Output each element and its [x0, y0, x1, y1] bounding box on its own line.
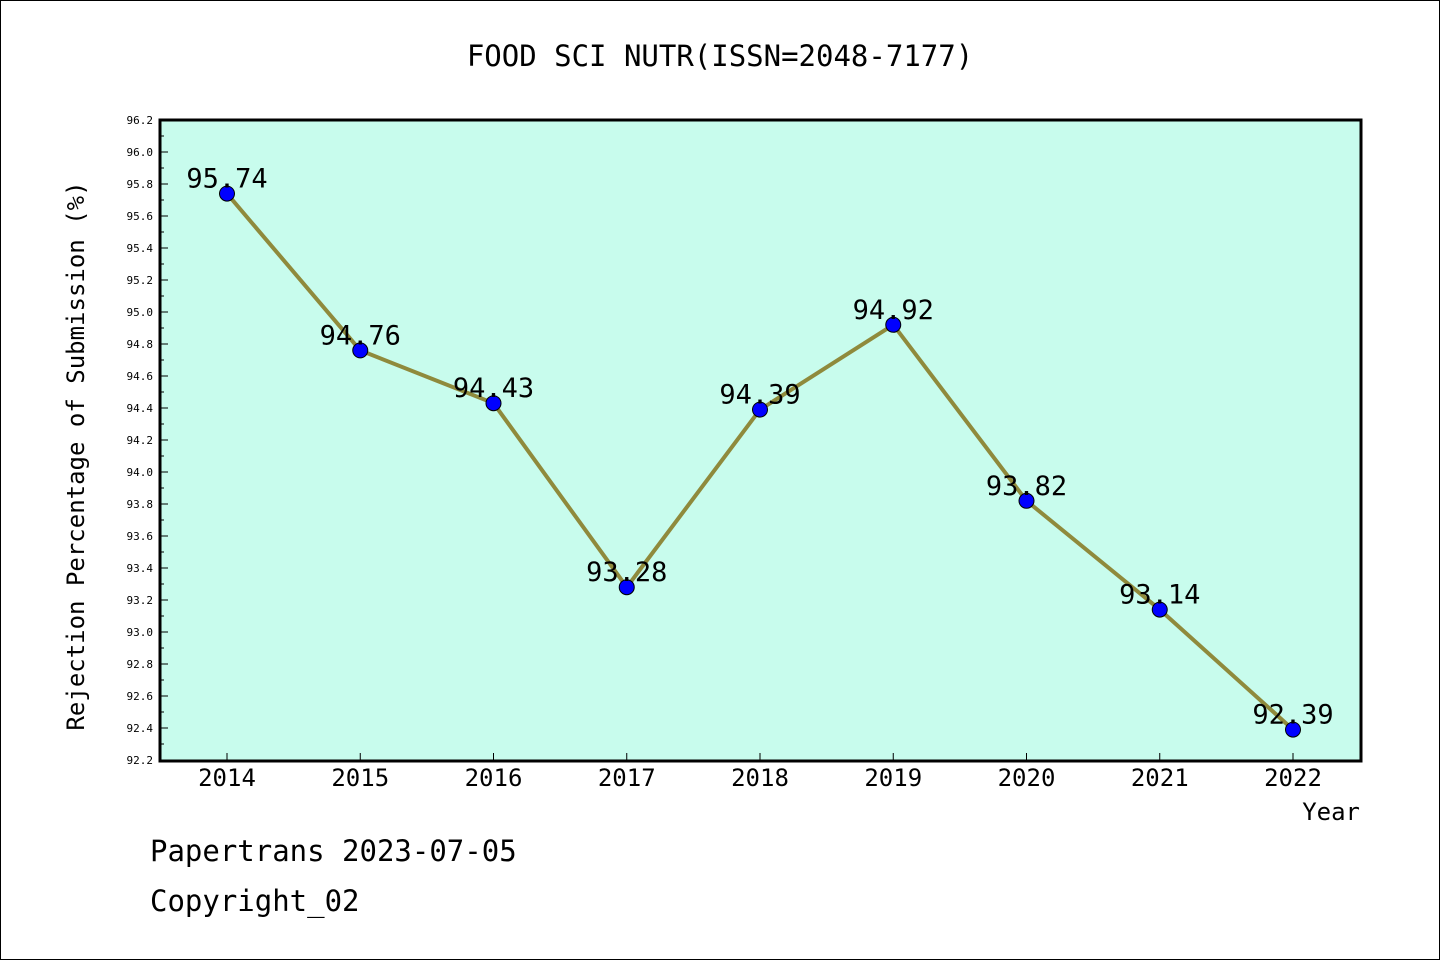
data-labels: 95.74 94.76 94.43 93.28 94.39 94.92 93.82 93.14…: [186, 164, 1333, 731]
y-tick-label: 93.2: [127, 594, 154, 607]
y-tick-label: 94.6: [127, 370, 154, 383]
y-tick-label: 94.2: [127, 434, 154, 447]
series: [219, 185, 1301, 738]
y-tick-label: 95.6: [127, 210, 154, 223]
x-axis: 2014 2015 2016 2017 2018 2019 2020 2021 2022: [198, 753, 1322, 792]
data-label: 94.76: [320, 320, 401, 351]
data-point: [885, 316, 902, 333]
y-tick-label: 95.4: [127, 242, 154, 255]
y-tick-label: 93.6: [127, 530, 154, 543]
data-label: 92.39: [1252, 700, 1333, 731]
data-label: 94.43: [453, 373, 534, 404]
data-label: 93.28: [586, 557, 667, 588]
data-point: [219, 185, 235, 202]
y-tick-label: 95.8: [127, 178, 154, 191]
y-tick-label: 95.0: [127, 306, 154, 319]
data-label: 93.82: [986, 471, 1067, 502]
y-tick-label: 96.2: [127, 114, 154, 127]
x-tick-label: 2019: [864, 764, 922, 792]
x-tick-label: 2014: [198, 764, 256, 792]
data-point: [752, 401, 768, 418]
data-point: [1285, 721, 1301, 738]
y-tick-label: 94.4: [127, 402, 154, 415]
x-tick-label: 2022: [1264, 764, 1322, 792]
y-axis-label: Rejection Percentage of Submission (%): [62, 181, 90, 730]
data-point: [1151, 601, 1168, 618]
y-tick-label: 92.8: [127, 658, 154, 671]
chart-title: FOOD SCI NUTR(ISSN=2048-7177): [467, 39, 973, 73]
footer-date: Papertrans 2023-07-05: [150, 834, 517, 868]
x-tick-label: 2018: [731, 764, 789, 792]
data-label: 95.74: [186, 164, 267, 195]
footer-copyright: Copyright_02: [150, 884, 360, 918]
data-point: [1018, 492, 1035, 509]
data-point: [485, 395, 502, 412]
x-tick-label: 2017: [598, 764, 656, 792]
data-label: 93.14: [1119, 580, 1200, 611]
y-tick-label: 92.2: [127, 754, 154, 767]
x-tick-label: 2015: [331, 764, 389, 792]
data-point: [618, 579, 635, 596]
y-tick-label: 96.0: [127, 146, 154, 159]
data-label: 94.92: [853, 295, 934, 326]
x-axis-label: Year: [1302, 798, 1360, 826]
y-tick-label: 93.0: [127, 626, 154, 639]
x-tick-label: 2021: [1131, 764, 1189, 792]
data-label: 94.39: [719, 380, 800, 411]
y-tick-label: 92.6: [127, 690, 154, 703]
x-tick-label: 2020: [998, 764, 1056, 792]
y-tick-label: 94.8: [127, 338, 154, 351]
y-tick-label: 95.2: [127, 274, 154, 287]
y-axis: 92.2 92.4 92.6 92.8 93.0 93.2 93.4 93.6 93.8 94.0…: [127, 114, 168, 767]
plot-area: [158, 118, 1363, 763]
y-tick-label: 92.4: [127, 722, 154, 735]
x-tick-label: 2016: [465, 764, 523, 792]
y-tick-label: 93.4: [127, 562, 154, 575]
y-tick-label: 94.0: [127, 466, 154, 479]
y-tick-label: 93.8: [127, 498, 154, 511]
data-point: [352, 342, 369, 359]
